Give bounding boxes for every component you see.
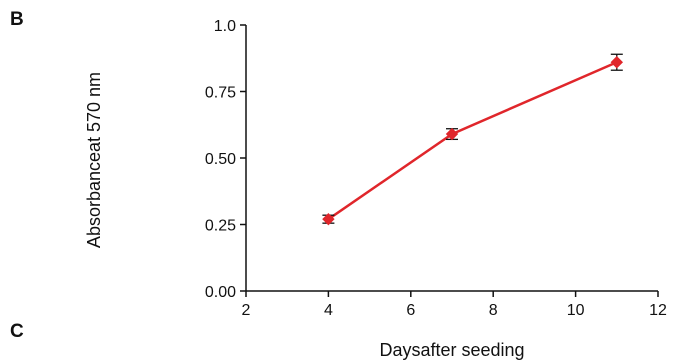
x-tick-label: 8: [489, 302, 498, 319]
y-tick-label: 0.25: [205, 218, 236, 235]
data-point: [445, 127, 459, 141]
chart-axes: 0.00 0.25 0.50 0.75 1.0 2 4 6 8 10 12: [205, 18, 667, 319]
x-tick-label: 12: [649, 302, 667, 319]
y-tick-label: 1.0: [214, 18, 236, 35]
x-tick-label: 10: [567, 302, 585, 319]
x-tick-label: 4: [324, 302, 333, 319]
x-tick-label: 6: [406, 302, 415, 319]
x-tick-label: 2: [242, 302, 251, 319]
y-tick-label: 0.00: [205, 284, 236, 301]
y-axis-title: Absorbanceat 570 nm: [84, 72, 104, 248]
panel-label-c: C: [10, 321, 24, 342]
series-line: [327, 61, 618, 221]
data-point: [322, 212, 335, 226]
y-tick-label: 0.75: [205, 85, 236, 102]
panel-label-b: B: [10, 9, 24, 30]
x-axis-title: Daysafter seeding: [379, 340, 524, 360]
chart-marks: [322, 53, 624, 226]
data-point: [610, 56, 624, 69]
y-tick-label: 0.50: [205, 151, 236, 168]
